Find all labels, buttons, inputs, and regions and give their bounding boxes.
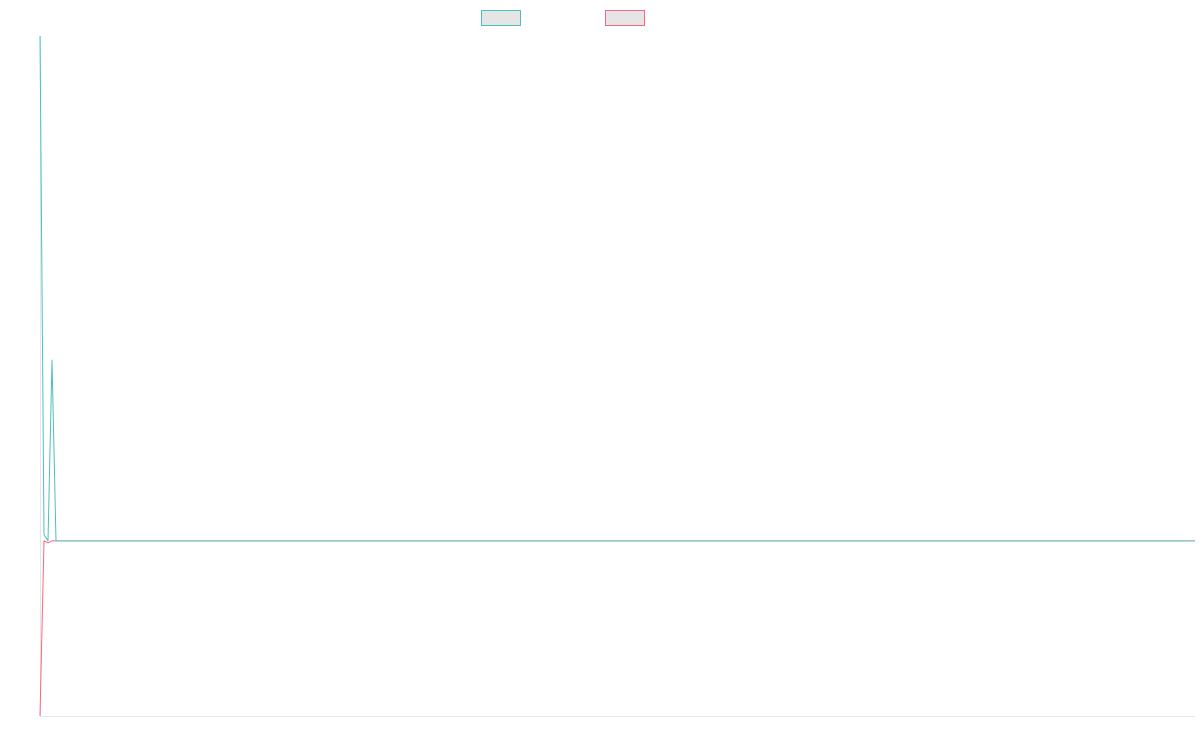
legend [481, 10, 645, 26]
legend-swatch-2[interactable] [605, 10, 645, 26]
series-lines [39, 35, 1195, 717]
legend-swatch-1[interactable] [481, 10, 521, 26]
series-line-2 [39, 540, 1195, 717]
series-line-1 [39, 35, 1195, 542]
